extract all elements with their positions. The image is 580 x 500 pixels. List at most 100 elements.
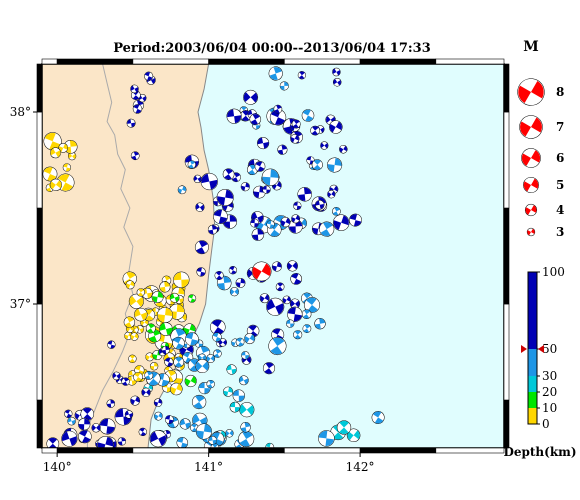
event-beachball — [290, 134, 300, 144]
depth-band — [528, 349, 537, 376]
event-beachball — [259, 293, 270, 304]
event-beachball — [291, 119, 301, 129]
event-beachball — [273, 104, 283, 114]
event-beachball — [107, 340, 116, 349]
event-beachball — [286, 319, 295, 328]
event-beachball — [208, 436, 217, 445]
event-beachball — [128, 293, 144, 309]
event-beachball — [151, 291, 164, 303]
event-beachball — [266, 297, 285, 316]
event-beachball — [67, 416, 76, 426]
event-beachball — [251, 228, 265, 241]
depth-legend-label: Depth(km) — [503, 445, 576, 459]
event-beachball — [91, 423, 101, 433]
event-beachball — [133, 372, 143, 382]
event-beachball — [243, 89, 259, 105]
event-beachball — [138, 427, 147, 437]
magnitude-legend-ball — [519, 115, 543, 139]
event-beachball — [168, 303, 185, 320]
event-beachball — [173, 356, 185, 368]
event-beachball — [126, 118, 136, 128]
event-beachball — [106, 399, 116, 408]
event-beachball — [124, 410, 134, 419]
event-beachball — [293, 330, 303, 340]
event-beachball — [136, 288, 145, 297]
event-beachball — [291, 214, 301, 224]
event-beachball — [268, 66, 283, 81]
event-beachball — [42, 166, 58, 182]
magnitude-legend-label: 6 — [556, 151, 564, 165]
event-beachball — [304, 297, 320, 313]
magnitude-legend-label: 7 — [556, 120, 564, 134]
depth-band — [528, 376, 537, 392]
event-beachball — [346, 428, 361, 443]
depth-tick-label: 0 — [542, 417, 550, 431]
event-beachball — [262, 185, 271, 194]
event-beachball — [319, 221, 335, 237]
magnitude-legend-ball — [523, 177, 539, 193]
event-beachball — [250, 218, 260, 228]
event-beachball — [257, 137, 270, 150]
event-beachball — [159, 281, 171, 293]
event-beachball — [130, 395, 141, 406]
lat-tick-label: 37° — [10, 297, 31, 311]
event-beachball — [195, 202, 205, 212]
event-beachball — [128, 354, 137, 363]
event-beachball — [214, 270, 224, 281]
event-beachball — [132, 104, 143, 114]
event-beachball — [262, 362, 276, 375]
figure-title: Period:2003/06/04 00:00--2013/06/04 17:3… — [113, 41, 431, 56]
lon-tick-label: 142° — [346, 460, 375, 474]
event-beachball — [130, 332, 139, 341]
event-beachball — [43, 132, 62, 151]
event-beachball — [191, 394, 207, 410]
event-beachball — [229, 287, 239, 297]
event-beachball — [177, 185, 187, 195]
event-beachball — [213, 209, 228, 224]
event-beachball — [229, 401, 241, 413]
map-area — [42, 64, 504, 448]
depth-band — [528, 392, 537, 408]
event-beachball — [50, 147, 61, 159]
depth-tick-label: 100 — [542, 265, 565, 279]
event-beachball — [97, 436, 114, 448]
event-beachball — [62, 163, 72, 172]
event-beachball — [314, 318, 326, 330]
depth-band — [528, 272, 537, 349]
event-beachball — [329, 120, 343, 134]
event-beachball — [99, 418, 116, 435]
event-beachball — [193, 174, 202, 184]
event-beachball — [49, 178, 62, 191]
event-beachball — [261, 168, 280, 186]
event-beachball — [78, 418, 91, 431]
event-beachball — [144, 71, 154, 81]
event-beachball — [125, 280, 135, 290]
event-beachball — [161, 345, 170, 355]
event-beachball — [195, 359, 210, 374]
event-beachball — [239, 402, 255, 418]
axis-ticks: 140° 141° 142° 38° 37° — [10, 105, 375, 474]
event-beachball — [164, 415, 174, 425]
event-beachball — [327, 157, 343, 173]
magnitude-legend-label: 4 — [556, 203, 564, 217]
event-beachball — [218, 338, 228, 347]
event-beachball — [293, 201, 302, 210]
event-beachball — [58, 143, 69, 153]
event-beachball — [141, 387, 151, 398]
event-beachball — [297, 71, 307, 80]
event-beachball — [336, 420, 352, 435]
event-beachball — [187, 294, 197, 303]
event-beachball — [238, 375, 249, 386]
event-beachball — [332, 67, 341, 77]
event-beachball — [210, 319, 226, 335]
event-beachball — [64, 409, 73, 418]
depth-tick-label: 30 — [542, 369, 557, 383]
event-beachball — [78, 429, 92, 444]
event-beachball — [249, 113, 262, 126]
event-beachball — [301, 309, 312, 320]
event-beachball — [289, 298, 301, 309]
event-beachball — [206, 354, 216, 364]
event-beachball — [112, 371, 121, 381]
event-beachball — [130, 84, 139, 94]
event-beachball — [349, 213, 362, 227]
